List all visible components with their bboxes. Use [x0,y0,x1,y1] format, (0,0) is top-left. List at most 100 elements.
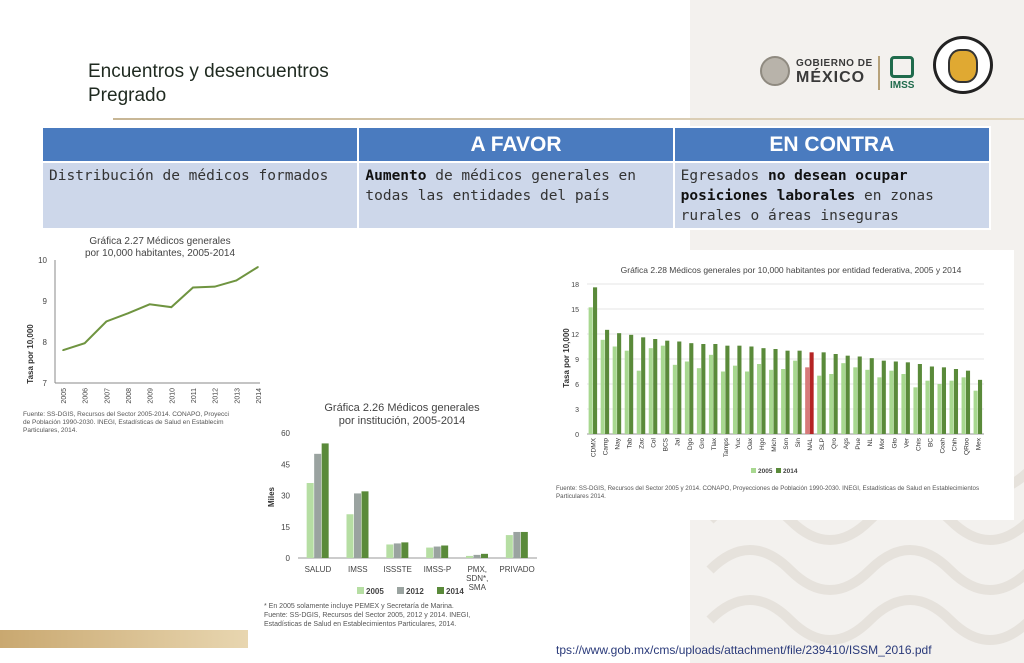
chart1-category-label: IMSS [348,565,368,574]
chart2-ytick-label: 12 [571,332,579,339]
chart1-ytick-label: 45 [281,460,290,469]
chart2-bar [605,329,610,434]
chart1-ytick-label: 0 [286,554,291,563]
chart2-category-label: Dgo [687,438,694,450]
chart2-category-label: Zac [639,437,646,449]
chart0-xtick-label: 2011 [191,388,198,403]
chart-2-26: Gráfica 2.26 Médicos generales por insti… [264,402,537,628]
chart2-category-label: Ver [903,437,910,448]
chart2-category-label: Yuc [735,437,742,449]
chart1-category-label: PMX, [467,565,487,574]
chart2-bar [593,287,598,434]
chart2-category-label: Gto [891,438,898,449]
table-row: Distribución de médicos formados Aumento… [40,161,992,230]
chart0-xtick-label: 2014 [256,388,263,404]
gob-logo-line2: MÉXICO [796,69,866,86]
chart0-ytick-label: 7 [43,379,48,388]
chart2-bar [905,362,910,434]
chart2-bar [636,370,641,434]
source-url[interactable]: tps://www.gob.mx/cms/uploads/attachment/… [556,643,932,657]
chart0-point [257,266,259,268]
chart0-ytick-label: 8 [43,338,48,347]
chart0-series-line [62,266,259,352]
chart1-ytick-label: 60 [281,429,290,438]
chart0-title-line1: Gráfica 2.27 Médicos generales [89,236,230,247]
chart2-bar [937,384,942,434]
chart1-bar [481,553,488,558]
chart2-bar [684,361,689,434]
chart2-bar [869,358,874,434]
chart2-category-label: NL [867,438,874,447]
chart0-xtick-label: 2005 [61,388,68,404]
chart1-ytick-label: 15 [281,523,290,532]
chart2-bar [949,380,954,434]
chart2-bar [865,369,870,434]
chart0-xtick-label: 2009 [148,388,155,404]
chart0-ylabel: Tasa por 10,000 [26,324,35,384]
chart0-source-line2: de Población 1990-2030. INEGI, Estadísti… [23,419,224,426]
logo-separator [878,56,880,90]
chart2-bar [857,356,862,434]
chart2-category-label: Ags [843,437,850,449]
chart-2-26-panel: Gráfica 2.26 Médicos generales por insti… [262,396,552,636]
chart2-category-label: Coah [939,438,946,454]
chart1-bar [321,443,329,558]
chart2-category-label: Qro [831,438,838,449]
chart2-bar [961,377,966,434]
chart0-point [235,279,238,282]
contra-bold: no desean ocupar posiciones laborales [680,168,908,204]
chart0-point [148,303,151,306]
chart2-bar [917,364,922,434]
chart1-bar [386,544,394,558]
chart0-point [105,320,108,323]
chart2-category-label: BC [927,438,934,447]
chart2-bar [757,364,762,434]
chart1-bar [393,543,401,558]
table-header-row: A FAVOR EN CONTRA [40,126,992,163]
chart2-bar [953,369,959,434]
chart1-category-label: IMSS-P [424,565,452,574]
cell-contra: Egresados no desean ocupar posiciones la… [672,161,992,230]
chart1-bar [441,545,449,558]
chart1-legend-label: 2005 [366,587,384,596]
chart1-ytick-label: 30 [281,492,290,501]
chart2-bar [708,354,714,434]
chart2-bar [672,364,677,434]
chart2-source-line1: Fuente: SS-DGIS, Recursos del Sector 200… [556,485,979,492]
chart0-ytick-label: 9 [43,297,48,306]
chart1-bar [361,491,369,558]
chart2-category-label: Hgo [759,438,766,450]
comparison-table: A FAVOR EN CONTRA Distribución de médico… [40,126,992,230]
chart1-note: * En 2005 solamente incluye PEMEX y Secr… [264,603,454,610]
chart2-category-label: Nay [615,437,622,449]
chart-2-28-panel: Gráfica 2.28 Médicos generales por 10,00… [551,250,1014,520]
chart1-bar [473,554,481,558]
chart2-bar [781,369,786,434]
chart2-bar [817,375,822,434]
chart2-bar [761,348,766,434]
chart2-bar [588,307,593,434]
contra-rest: en zonas rurales o áreas inseguras [680,188,934,224]
header-a-favor: A FAVOR [357,126,675,163]
chart-2-27: Gráfica 2.27 Médicos generales por 10,00… [23,236,263,434]
chart2-bar [797,350,802,434]
logo-group: GOBIERNO DE MÉXICO IMSS [760,36,1000,96]
chart2-category-label: QRoo [963,438,970,455]
chart2-ytick-label: 15 [571,307,579,314]
chart0-point [213,285,216,288]
chart2-category-label: Jal [675,437,682,446]
chart2-ylabel: Tasa por 10,000 [562,328,571,388]
chart2-bar [929,366,934,434]
chart2-category-label: Tlax [711,437,718,450]
chart2-category-label: Son [783,438,790,450]
chart2-source-line2: Particulares 2014. [556,493,606,500]
chart0-point [170,306,173,308]
chart2-bar [701,344,706,434]
chart2-bar [648,348,653,434]
chart2-bar [833,354,838,434]
chart2-bar [641,337,646,434]
chart1-ylabel: Miles [267,486,276,507]
chart2-category-label: CDMX [591,437,598,457]
chart1-title-line2: por institución, 2005-2014 [339,415,466,427]
chart2-legend-swatch [751,468,756,473]
